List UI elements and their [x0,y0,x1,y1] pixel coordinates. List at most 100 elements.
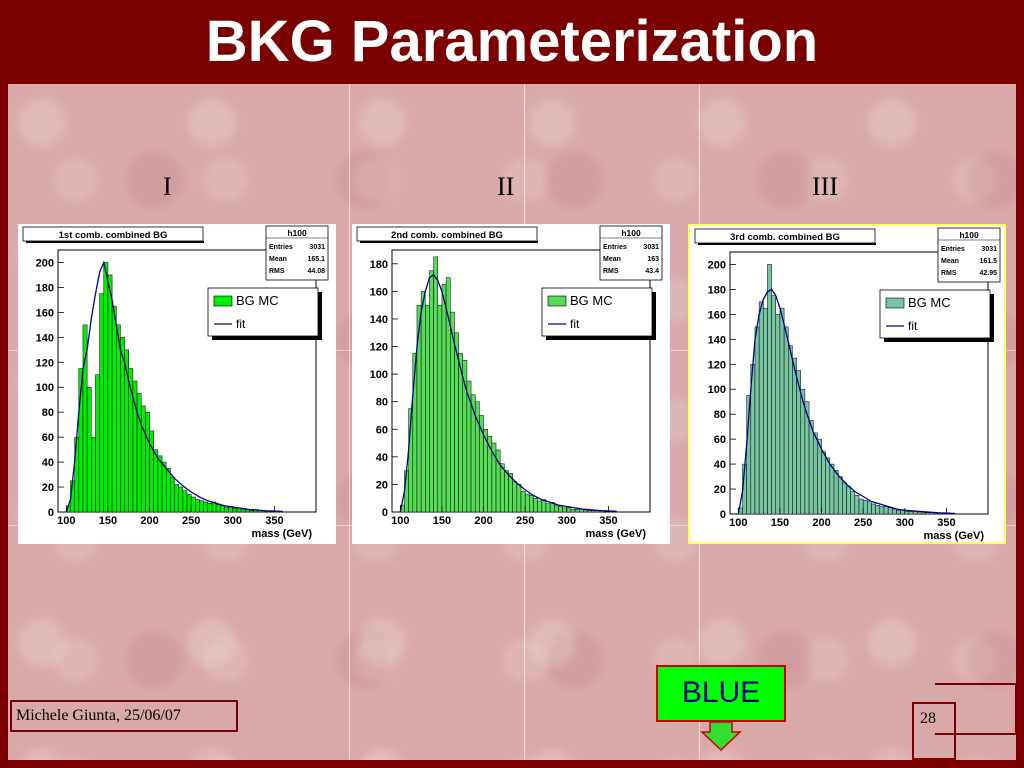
y-tick-label: 200 [708,259,726,271]
histogram-bar [812,432,818,515]
y-tick-label: 160 [708,309,726,321]
histogram-bar [908,511,914,515]
legend-hist-swatch [213,295,233,307]
stats-value: 42.95 [979,270,997,277]
x-axis-label: mass (GeV) [251,528,312,540]
histogram-bar [574,508,580,513]
histogram-bar [120,337,125,513]
histogram-bar [829,463,835,515]
y-tick-label: 20 [714,484,726,496]
stats-label: Entries [941,246,965,253]
histogram-bar [236,508,242,513]
histogram-bar [520,491,526,513]
histogram-bar [792,357,797,515]
stats-name: h100 [621,228,641,238]
histogram-bar [157,455,163,513]
histogram-bar [871,503,876,515]
y-tick-label: 180 [708,284,726,296]
histogram-bar [587,510,592,513]
y-tick-label: 160 [36,307,54,319]
stats-label: Entries [269,244,293,251]
histogram-bar [240,509,246,513]
x-tick-label: 200 [140,515,158,527]
histogram-bar [925,512,930,515]
histogram-bar [111,305,117,513]
histogram-bar [858,498,864,515]
histogram-bar [887,507,893,515]
stats-value: 43.4 [645,268,659,275]
histogram-bar [545,503,551,513]
blue-button[interactable]: BLUE [656,665,786,722]
histogram-bar [170,476,175,513]
histogram-bar [153,449,159,513]
histogram-bar [215,504,221,513]
plot-label-2: II [497,172,515,201]
histogram-title: 1st comb. combined BG [59,230,168,241]
histogram-bar [429,270,434,513]
histogram-bar [140,405,146,513]
x-tick-label: 250 [516,515,534,527]
y-tick-label: 60 [42,432,54,444]
histogram-bar [220,505,225,513]
histogram-bar [182,490,188,513]
histogram-bar [583,510,588,513]
histogram-bar [224,506,229,513]
y-tick-label: 0 [720,509,726,521]
y-tick-label: 40 [376,452,388,464]
stats-value: 3031 [643,244,659,251]
x-tick-label: 350 [937,517,955,529]
x-tick-label: 300 [896,517,914,529]
y-tick-label: 120 [708,359,726,371]
histogram-bar [524,493,530,513]
x-tick-label: 350 [265,515,283,527]
stats-value: 3031 [309,244,325,251]
legend-hist-swatch [547,295,567,307]
histogram-panel-3: 0 20 40 60 80 100 120 140 160 180 200 100 150 200 250 3… [688,224,1006,544]
legend-hist-label: BG MC [908,295,951,310]
histogram-bar [107,274,113,513]
legend-fit-label: fit [236,317,246,331]
histogram-panel-1: 0 20 40 60 80 100 120 140 160 180 200 100 150 200 250 3… [18,224,336,544]
histogram-bar [904,511,910,515]
y-tick-label: 0 [382,507,388,519]
stats-value: 163 [647,256,659,263]
histogram-bar [199,500,204,513]
fit-curve [737,288,955,515]
x-axis-label: mass (GeV) [923,530,984,542]
histogram-bar [136,393,142,513]
x-tick-label: 100 [391,515,409,527]
x-tick-label: 150 [433,515,451,527]
histogram-bar [516,484,522,513]
stats-value: 44.08 [307,268,325,275]
histogram-bar [833,470,839,515]
slide-title: BKG Parameterization [205,9,819,74]
histogram-bar [203,501,209,513]
stats-name: h100 [287,228,307,238]
histogram-bar [917,512,922,515]
histogram-bar [771,295,777,515]
x-tick-label: 200 [474,515,492,527]
histogram-bar [441,284,447,513]
histogram-bar [850,491,856,515]
histogram-bar [758,301,764,515]
y-tick-label: 60 [714,434,726,446]
histogram-bar [767,264,772,515]
stats-label: Mean [603,256,621,263]
histogram-bar [512,481,518,513]
fit-curve [399,273,617,513]
histogram-bar [103,262,109,513]
stats-value: 3031 [981,246,997,253]
legend-fit-label: fit [908,319,918,333]
page-number-frame [935,683,1017,735]
histogram-bar [86,386,92,513]
y-tick-label: 180 [36,282,54,294]
histogram-bar [883,506,889,515]
histogram-svg: 0 20 40 60 80 100 120 140 160 180 100 150 200 250 300 3… [356,225,663,540]
histogram-bar [921,512,926,515]
plot-label-1: I [163,172,172,201]
x-tick-label: 150 [99,515,117,527]
histogram-bar [541,499,547,513]
stats-label: Mean [941,258,959,265]
y-tick-label: 80 [714,409,726,421]
histogram-title: 3rd comb. combined BG [730,232,840,243]
